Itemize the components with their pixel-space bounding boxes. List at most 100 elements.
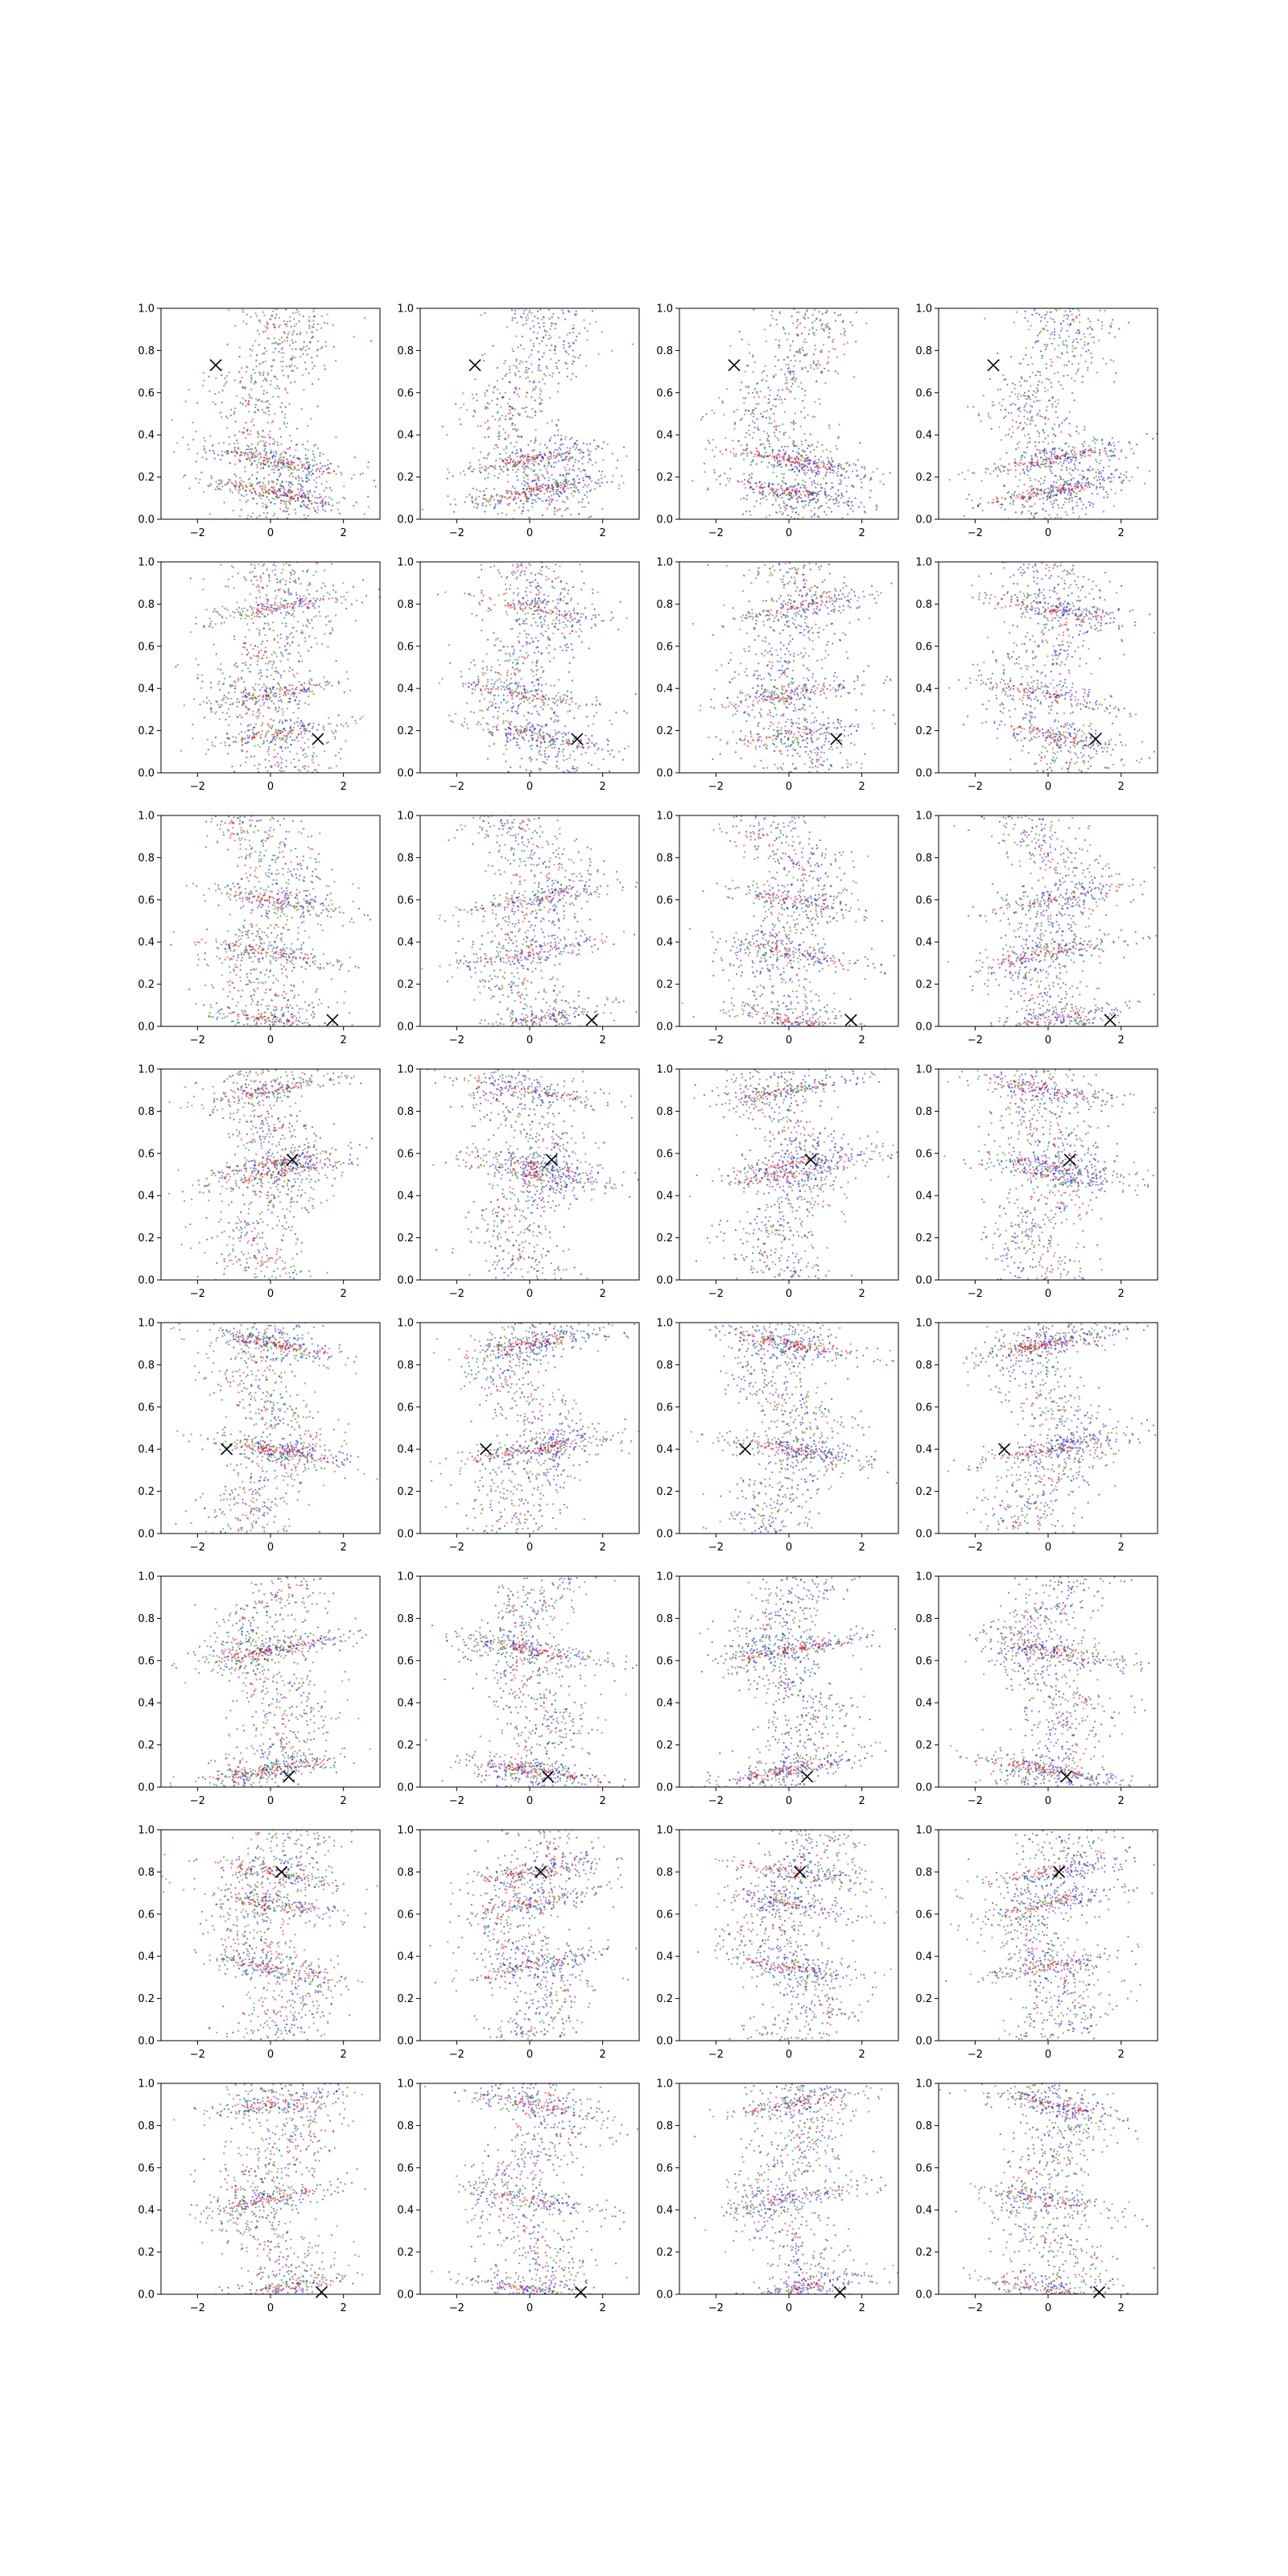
data-point (589, 459, 592, 461)
data-point (297, 475, 299, 477)
data-point (774, 459, 776, 461)
data-point (545, 468, 547, 470)
data-point (571, 436, 573, 439)
data-point (827, 323, 829, 325)
data-point (1091, 336, 1093, 339)
data-point (576, 447, 578, 449)
data-point (552, 490, 555, 493)
data-point (1050, 456, 1052, 458)
data-point (210, 484, 213, 486)
data-point (843, 502, 845, 504)
data-point (555, 461, 557, 464)
data-point (514, 312, 517, 315)
data-point (1073, 451, 1075, 453)
data-point (543, 322, 545, 324)
data-point (247, 433, 250, 436)
data-point (813, 320, 816, 322)
data-point (1064, 488, 1067, 490)
data-point (283, 463, 285, 465)
data-point (268, 443, 270, 445)
data-point (497, 513, 499, 515)
data-point (258, 461, 260, 464)
data-point (1018, 426, 1020, 428)
data-point (1038, 493, 1040, 496)
series-blue (700, 308, 891, 519)
data-point (1048, 378, 1051, 381)
data-point (1000, 464, 1002, 467)
data-point (1092, 341, 1096, 344)
data-point (551, 484, 554, 486)
data-point (556, 453, 559, 456)
data-point (1018, 407, 1020, 410)
data-point (763, 454, 766, 457)
data-point (234, 485, 237, 489)
data-point (533, 455, 535, 457)
data-point (1044, 488, 1046, 490)
data-point (280, 348, 283, 350)
data-point (526, 478, 529, 481)
data-point (1002, 374, 1005, 377)
data-point (1103, 450, 1105, 452)
data-point (537, 477, 539, 480)
data-point (498, 431, 501, 433)
data-point (229, 462, 231, 464)
data-point (300, 477, 303, 480)
data-point (513, 463, 515, 465)
data-point (808, 445, 811, 448)
data-point (268, 436, 270, 439)
data-point (1034, 512, 1037, 514)
data-point (507, 434, 510, 436)
data-point (785, 507, 787, 510)
data-point (748, 429, 750, 431)
data-point (1034, 341, 1037, 344)
data-point (214, 403, 217, 406)
data-point (1044, 517, 1047, 519)
data-point (806, 353, 808, 355)
data-point (302, 480, 304, 482)
data-point (535, 428, 537, 431)
data-point (876, 506, 878, 508)
data-point (1017, 395, 1019, 398)
data-point (308, 472, 311, 474)
data-point (803, 472, 806, 474)
data-point (263, 314, 266, 316)
data-point (787, 497, 790, 501)
data-point (279, 459, 281, 461)
data-point (742, 513, 745, 515)
data-point (221, 368, 223, 370)
data-point (499, 502, 502, 504)
data-point (721, 400, 724, 402)
data-point (989, 417, 992, 419)
data-point (750, 452, 753, 455)
data-point (819, 483, 822, 486)
data-point (1049, 337, 1051, 340)
data-point (778, 398, 780, 401)
data-point (721, 402, 724, 404)
data-point (1089, 448, 1092, 450)
data-point (557, 489, 559, 491)
data-point (255, 456, 258, 458)
data-point (597, 479, 600, 481)
data-point (1038, 449, 1041, 452)
data-point (1010, 411, 1013, 415)
data-point (1046, 344, 1049, 346)
data-point (289, 499, 291, 502)
data-point (250, 374, 253, 377)
data-point (547, 496, 550, 498)
data-point (551, 316, 553, 319)
data-point (772, 488, 775, 490)
data-point (1013, 494, 1015, 497)
data-point (1098, 454, 1101, 456)
data-point (258, 514, 261, 517)
data-point (288, 593, 291, 596)
data-point (576, 440, 578, 442)
data-point (322, 729, 325, 731)
data-point (535, 336, 538, 340)
data-point (322, 453, 324, 456)
data-point (1034, 424, 1037, 427)
data-point (505, 452, 507, 455)
data-point (539, 410, 542, 412)
data-point (296, 493, 299, 496)
data-point (822, 460, 824, 463)
data-point (782, 473, 786, 476)
